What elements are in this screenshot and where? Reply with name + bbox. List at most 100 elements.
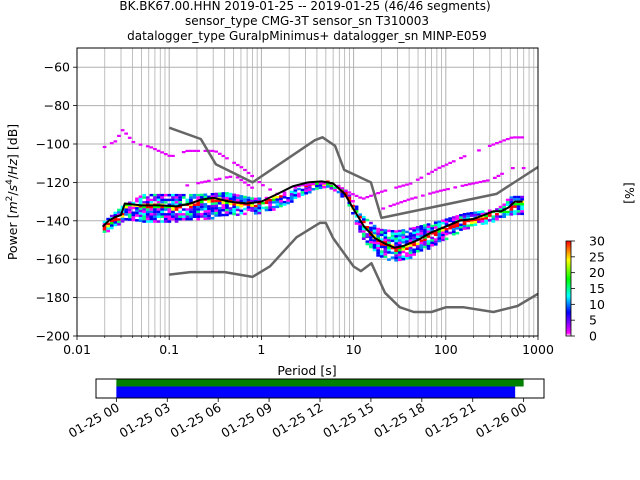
density-cell <box>214 192 218 196</box>
density-cell <box>351 200 355 203</box>
outlier-cell <box>448 161 452 164</box>
density-cell <box>405 252 409 255</box>
density-cell <box>138 209 143 213</box>
density-cell <box>275 203 280 206</box>
density-cell <box>174 208 179 211</box>
density-cell <box>491 215 496 218</box>
density-cell <box>394 256 398 260</box>
density-cell <box>264 206 269 209</box>
density-cell <box>232 203 236 206</box>
density-cell <box>171 213 175 216</box>
density-cell <box>415 228 420 231</box>
density-cell <box>203 193 208 196</box>
density-cell <box>376 230 380 233</box>
density-cell <box>271 201 276 204</box>
density-cell <box>142 213 146 216</box>
colorbar-tick-label: 20 <box>589 265 605 280</box>
outlier-cell <box>397 185 402 188</box>
outlier-cell <box>117 134 121 137</box>
density-cell <box>369 226 373 230</box>
density-cell <box>394 251 398 255</box>
density-cell <box>167 198 172 202</box>
density-cell <box>160 198 164 202</box>
density-cell <box>149 198 154 202</box>
plot-frame <box>76 47 539 337</box>
y-tick-label: −80 <box>44 98 70 113</box>
density-cell <box>480 220 485 223</box>
density-cell <box>138 195 143 198</box>
density-cell <box>138 202 143 206</box>
outlier-cell <box>300 184 305 187</box>
density-cell <box>379 238 384 241</box>
density-cell <box>484 217 488 220</box>
density-cell <box>174 196 179 199</box>
density-cell <box>178 198 182 202</box>
density-cell <box>415 250 420 253</box>
density-cell <box>153 220 157 223</box>
density-cell <box>210 195 215 198</box>
density-cell <box>246 203 251 207</box>
density-cell <box>426 228 431 231</box>
density-cell <box>167 205 172 209</box>
density-cell <box>340 192 344 196</box>
outlier-cell <box>421 194 425 197</box>
density-cell <box>221 204 226 207</box>
density-cell <box>232 205 236 209</box>
density-cell <box>387 246 391 249</box>
y-axis-label: Power [m2/s4/Hz] [dB] <box>5 124 20 260</box>
density-cell <box>513 210 517 213</box>
density-cell <box>135 219 139 222</box>
density-cell <box>383 255 388 259</box>
density-cell <box>426 247 431 250</box>
density-cell <box>127 215 132 219</box>
density-cell <box>469 212 474 215</box>
density-cell <box>145 205 150 209</box>
density-cell <box>189 215 193 218</box>
density-cell <box>379 228 384 232</box>
density-cell <box>502 205 506 209</box>
density-cell <box>131 213 136 217</box>
density-cell <box>178 193 182 197</box>
density-cell <box>203 215 208 218</box>
density-cell <box>315 184 319 188</box>
density-cell <box>300 188 305 192</box>
density-cell <box>293 194 298 197</box>
density-cell <box>199 212 204 216</box>
density-cell <box>149 193 154 197</box>
density-cell <box>271 198 276 202</box>
density-cell <box>408 256 413 259</box>
density-cell <box>441 229 445 232</box>
density-cell <box>207 205 211 208</box>
outlier-cell <box>153 148 157 151</box>
density-cell <box>455 227 460 230</box>
density-cell <box>102 228 107 231</box>
density-cell <box>210 202 215 206</box>
y-tick-label: −160 <box>36 252 70 267</box>
density-cell <box>473 221 478 224</box>
density-cell <box>142 208 146 211</box>
density-cell <box>516 203 521 206</box>
density-cell <box>189 205 193 209</box>
density-cell <box>383 246 388 249</box>
outlier-cell <box>376 192 380 195</box>
density-cell <box>520 203 524 206</box>
outlier-cell <box>444 163 449 166</box>
outlier-cell <box>433 168 438 171</box>
density-cell <box>225 194 229 197</box>
outlier-cell <box>405 183 409 186</box>
density-cell <box>196 203 200 206</box>
density-cell <box>225 211 229 214</box>
density-cell <box>217 214 222 217</box>
density-cell <box>232 210 236 213</box>
density-cell <box>520 195 524 199</box>
density-cell <box>120 220 125 223</box>
density-cell <box>509 198 514 202</box>
density-cell <box>106 229 110 233</box>
density-cell <box>462 215 467 218</box>
outlier-cell <box>453 186 458 189</box>
density-cell <box>513 195 517 199</box>
outlier-cell <box>318 182 323 185</box>
density-cell <box>156 215 161 218</box>
density-cell <box>433 240 438 244</box>
outlier-cell <box>124 132 128 135</box>
